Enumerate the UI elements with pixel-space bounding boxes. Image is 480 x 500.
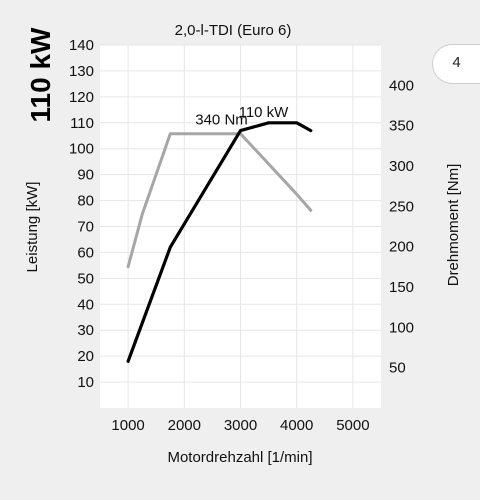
chart-title: 2,0-l-TDI (Euro 6) <box>175 22 292 39</box>
y-tick-label-left: 100 <box>69 141 94 158</box>
y-tick-label-right: 150 <box>389 279 414 296</box>
torque-series-label: 340 Nm <box>195 112 248 129</box>
y-tick-label-left: 50 <box>77 270 94 287</box>
y-tick-label-left: 80 <box>77 193 94 210</box>
y-tick-label-left: 90 <box>77 167 94 184</box>
torque-series-line <box>126 132 313 269</box>
y-tick-label-right: 250 <box>389 198 414 215</box>
y-tick-label-right: 350 <box>389 118 414 135</box>
y-tick-label-left: 30 <box>77 322 94 339</box>
y-tick-label-left: 130 <box>69 63 94 80</box>
y-tick-label-left: 110 <box>70 115 94 132</box>
y-tick-label-right: 100 <box>389 319 414 336</box>
power-series-label: 110 kW <box>239 104 290 121</box>
y-tick-label-right: 50 <box>389 360 406 377</box>
y-tick-label-left: 10 <box>77 374 94 391</box>
power-series-line <box>126 121 313 363</box>
y-tick-label-right: 200 <box>389 239 414 256</box>
headline-power: 110 kW <box>25 27 56 123</box>
y-tick-label-left: 20 <box>77 348 94 365</box>
y-tick-label-right: 400 <box>389 77 414 94</box>
y-axis-label-right: Drehmoment [Nm] <box>445 164 462 287</box>
x-tick-label: 4000 <box>280 417 313 434</box>
page-number-tab[interactable]: 4 <box>432 44 480 84</box>
x-tick-label: 2000 <box>168 417 201 434</box>
y-tick-label-right: 300 <box>389 158 414 175</box>
x-tick-label: 3000 <box>224 417 257 434</box>
x-tick-label: 1000 <box>111 417 144 434</box>
y-axis-label-left: Leistung [kW] <box>24 182 41 273</box>
y-tick-label-left: 120 <box>69 89 94 106</box>
page-number: 4 <box>452 54 461 71</box>
y-tick-label-left: 40 <box>77 296 94 313</box>
x-axis-label: Motordrehzahl [1/min] <box>167 449 312 466</box>
y-tick-label-left: 140 <box>69 37 94 54</box>
y-tick-label-left: 70 <box>77 219 94 236</box>
x-tick-label: 5000 <box>336 417 369 434</box>
y-tick-label-left: 60 <box>77 244 94 261</box>
